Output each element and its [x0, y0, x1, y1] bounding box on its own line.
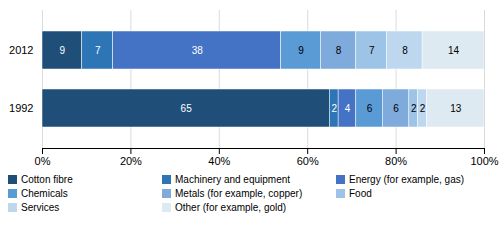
svg-text:65: 65 [181, 103, 193, 114]
svg-text:9: 9 [298, 45, 304, 56]
svg-text:60%: 60% [297, 155, 319, 167]
svg-text:14: 14 [448, 45, 460, 56]
svg-text:8: 8 [336, 45, 342, 56]
svg-text:13: 13 [450, 103, 462, 114]
svg-text:8: 8 [402, 45, 408, 56]
svg-text:38: 38 [192, 45, 204, 56]
svg-text:2: 2 [420, 103, 426, 114]
svg-text:6: 6 [393, 103, 399, 114]
svg-text:7: 7 [95, 45, 101, 56]
svg-text:2: 2 [411, 103, 417, 114]
html-text:Energy (for example, gas): Energy (for example, gas) [349, 174, 465, 185]
svg-text:9: 9 [60, 45, 66, 56]
html-text:Metals (for example, copper): Metals (for example, copper) [175, 188, 303, 199]
html-text:Cotton fibre: Cotton fibre [21, 174, 73, 185]
html-text:Chemicals: Chemicals [21, 188, 68, 199]
svg-text:80%: 80% [385, 155, 407, 167]
svg-text:0%: 0% [35, 155, 51, 167]
svg-text:7: 7 [369, 45, 375, 56]
svg-text:2: 2 [331, 103, 337, 114]
html-text:Services: Services [21, 202, 60, 213]
html-text:Other (for example, gold): Other (for example, gold) [175, 202, 287, 213]
svg-text:20%: 20% [120, 155, 142, 167]
svg-text:4: 4 [345, 103, 351, 114]
svg-text:1992: 1992 [9, 102, 33, 114]
svg-text:2012: 2012 [9, 44, 33, 56]
html-text:Food: Food [349, 188, 372, 199]
html-text:Machinery and equipment: Machinery and equipment [175, 174, 291, 185]
svg-text:100%: 100% [470, 155, 498, 167]
svg-text:6: 6 [367, 103, 373, 114]
svg-text:40%: 40% [208, 155, 230, 167]
